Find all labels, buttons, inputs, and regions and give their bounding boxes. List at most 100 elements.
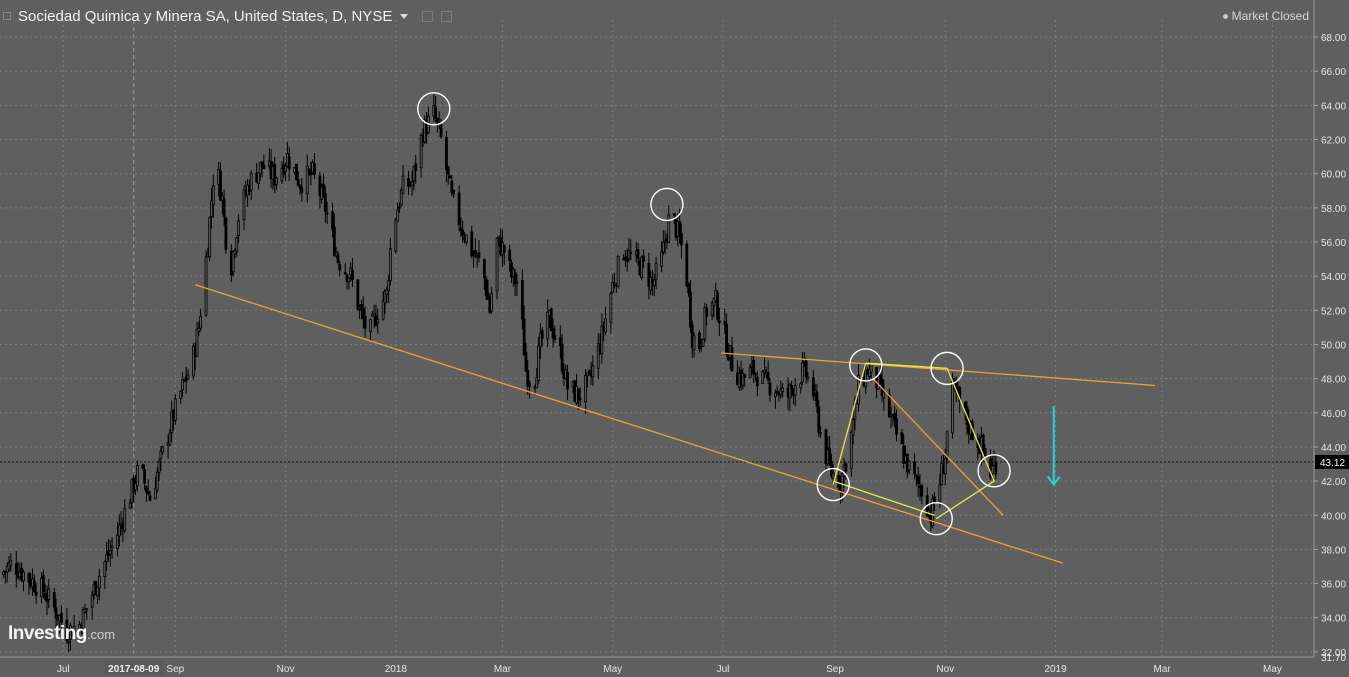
candle-body xyxy=(951,377,954,434)
collapse-icon[interactable] xyxy=(3,12,11,20)
candle-body xyxy=(687,283,691,294)
candle-body xyxy=(755,376,759,387)
candle-body xyxy=(916,476,920,484)
chart-title[interactable]: Sociedad Quimica y Minera SA, United Sta… xyxy=(18,7,393,25)
candle-body xyxy=(155,471,159,491)
candle-body xyxy=(181,378,184,391)
candle-body xyxy=(558,337,562,347)
candle-body xyxy=(331,211,334,230)
logo-suffix: .com xyxy=(86,627,116,642)
candle-body xyxy=(604,318,607,333)
candle-body xyxy=(399,190,403,206)
highlight-circle xyxy=(417,92,451,126)
market-status: Market Closed xyxy=(1222,9,1309,23)
low-marker-label: 31.70 xyxy=(1321,653,1346,664)
candle-body xyxy=(83,608,87,613)
candle-body xyxy=(457,192,461,226)
candle-body xyxy=(219,170,222,201)
candle-body xyxy=(318,175,322,197)
candle-body xyxy=(710,302,714,316)
last-price-label-bg xyxy=(1315,454,1349,469)
highlight-circle xyxy=(650,187,684,222)
candle-body xyxy=(361,308,365,320)
candle-body xyxy=(9,560,13,566)
candle-body xyxy=(994,462,998,475)
investing-logo: Investing.com xyxy=(8,623,115,645)
candle-body xyxy=(486,292,490,300)
candle-body xyxy=(298,184,302,189)
candle-body xyxy=(27,572,31,583)
candle-body xyxy=(204,256,208,316)
y-tick-label: 36.00 xyxy=(1321,580,1346,591)
candle-body xyxy=(313,163,316,175)
candle-body xyxy=(154,487,157,500)
candle-body xyxy=(2,571,6,576)
candle-body xyxy=(801,362,804,383)
candle-body xyxy=(249,172,253,191)
candle-body xyxy=(484,278,488,296)
settings-icon[interactable] xyxy=(422,10,434,22)
candle-body xyxy=(920,485,924,497)
candle-body xyxy=(275,177,278,185)
candle-body xyxy=(882,391,886,399)
candle-body xyxy=(394,219,398,252)
candle-body xyxy=(824,429,828,464)
highlight-circle xyxy=(816,467,850,502)
trendline xyxy=(721,352,1155,387)
candle-body xyxy=(157,460,161,473)
candle-body xyxy=(41,575,45,593)
candle-body xyxy=(98,575,101,589)
candle-body xyxy=(817,406,821,433)
candle-body xyxy=(434,107,437,120)
candle-body xyxy=(141,464,145,469)
candle-body xyxy=(396,209,400,222)
candle-body xyxy=(907,460,911,471)
candle-body xyxy=(913,461,916,475)
candlestick-series xyxy=(2,94,998,653)
candle-body xyxy=(257,172,260,184)
candle-body xyxy=(233,249,237,255)
candle-body xyxy=(768,382,772,396)
candle-body xyxy=(22,571,25,582)
y-tick-label: 50.00 xyxy=(1321,340,1346,351)
candle-body xyxy=(287,156,291,170)
candle-body xyxy=(452,190,456,195)
candle-body xyxy=(535,377,539,389)
candle-body xyxy=(938,484,942,502)
candle-body xyxy=(208,217,212,258)
maximize-icon[interactable] xyxy=(441,10,453,22)
candle-body xyxy=(117,524,121,537)
candle-body xyxy=(305,166,309,195)
candle-body xyxy=(887,393,891,418)
candle-body xyxy=(900,432,904,445)
candle-body xyxy=(611,282,615,293)
candle-body xyxy=(168,432,172,445)
candle-body xyxy=(170,410,174,433)
candle-body xyxy=(596,343,600,369)
crosshair-date-label: 2017-08-09 xyxy=(108,664,160,675)
candle-body xyxy=(146,491,150,495)
candle-body xyxy=(273,164,277,186)
candle-body xyxy=(284,165,287,172)
candle-body xyxy=(642,255,645,262)
candle-body xyxy=(159,450,163,459)
candle-body xyxy=(461,229,465,236)
chevron-down-icon[interactable] xyxy=(400,13,409,19)
candle-body xyxy=(490,293,494,312)
candle-body xyxy=(537,345,541,381)
candle-body xyxy=(725,324,728,355)
y-tick-label: 52.00 xyxy=(1321,306,1346,317)
candle-body xyxy=(351,270,354,281)
candle-body xyxy=(179,391,183,399)
candle-body xyxy=(945,430,949,459)
candle-body xyxy=(763,370,766,373)
candle-body xyxy=(869,364,873,373)
candle-body xyxy=(184,376,188,382)
candle-body xyxy=(356,279,360,310)
candle-body xyxy=(360,304,363,311)
candle-body xyxy=(495,238,499,292)
candle-body xyxy=(526,370,530,387)
candle-body xyxy=(414,163,418,171)
candle-body xyxy=(788,384,792,399)
